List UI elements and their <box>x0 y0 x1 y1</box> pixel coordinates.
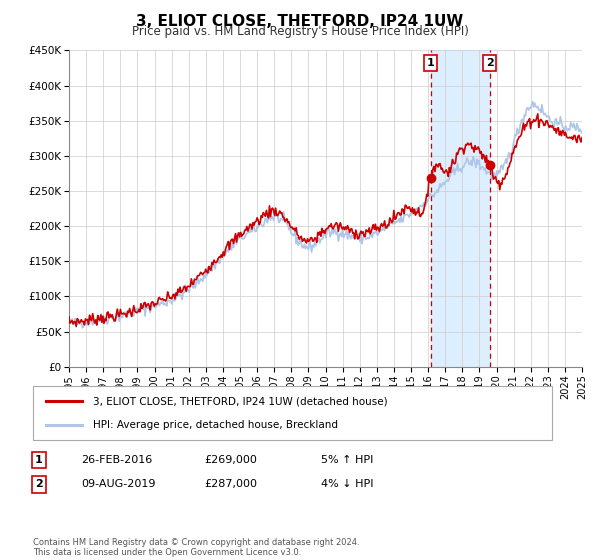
Text: 09-AUG-2019: 09-AUG-2019 <box>81 479 155 489</box>
Text: 3, ELIOT CLOSE, THETFORD, IP24 1UW (detached house): 3, ELIOT CLOSE, THETFORD, IP24 1UW (deta… <box>92 396 388 407</box>
Bar <box>431 50 490 367</box>
Text: £269,000: £269,000 <box>204 455 257 465</box>
Text: 1: 1 <box>35 455 43 465</box>
Text: 5% ↑ HPI: 5% ↑ HPI <box>321 455 373 465</box>
Text: HPI: Average price, detached house, Breckland: HPI: Average price, detached house, Brec… <box>92 419 338 430</box>
Text: 1: 1 <box>427 58 434 68</box>
Text: 2: 2 <box>35 479 43 489</box>
Text: £287,000: £287,000 <box>204 479 257 489</box>
Text: 3, ELIOT CLOSE, THETFORD, IP24 1UW: 3, ELIOT CLOSE, THETFORD, IP24 1UW <box>136 14 464 29</box>
Text: 4% ↓ HPI: 4% ↓ HPI <box>321 479 373 489</box>
Text: 2: 2 <box>486 58 494 68</box>
Text: Price paid vs. HM Land Registry's House Price Index (HPI): Price paid vs. HM Land Registry's House … <box>131 25 469 38</box>
Text: Contains HM Land Registry data © Crown copyright and database right 2024.
This d: Contains HM Land Registry data © Crown c… <box>33 538 359 557</box>
Text: 26-FEB-2016: 26-FEB-2016 <box>81 455 152 465</box>
